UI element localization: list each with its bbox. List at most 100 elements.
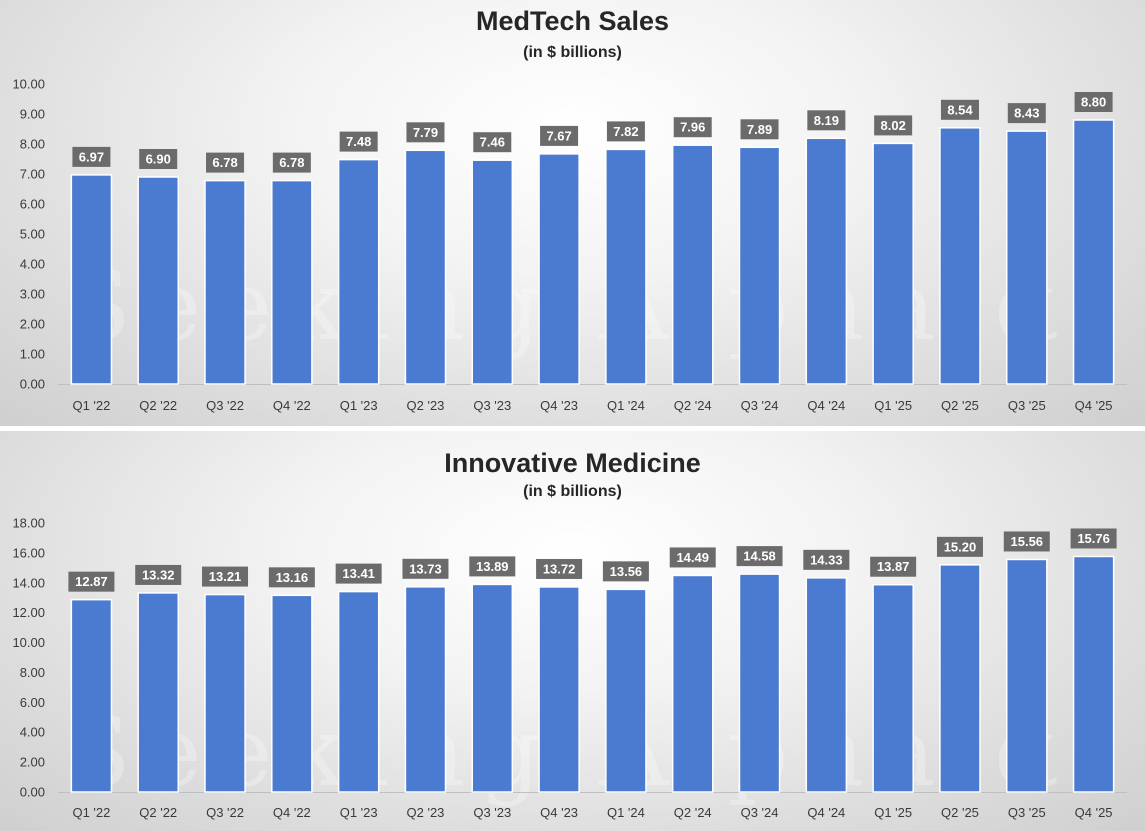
data-label-box xyxy=(669,547,716,568)
bar xyxy=(738,573,781,793)
x-category-label: Q4 '25 xyxy=(1075,398,1113,413)
x-category-label: Q2 '24 xyxy=(674,805,712,820)
data-label: 14.33 xyxy=(810,552,843,567)
data-label-box xyxy=(72,146,111,167)
data-label-box xyxy=(272,152,311,173)
x-category-label: Q3 '23 xyxy=(473,398,511,413)
data-label-box xyxy=(803,549,850,570)
data-label-box xyxy=(1074,92,1113,112)
bar xyxy=(471,159,514,385)
data-label: 13.32 xyxy=(142,567,175,582)
bar xyxy=(404,149,447,385)
x-category-label: Q3 '25 xyxy=(1008,805,1046,820)
y-tick-label: 4.00 xyxy=(20,725,45,740)
data-label: 13.56 xyxy=(610,564,643,579)
y-tick-label: 10.00 xyxy=(12,77,45,92)
data-label: 13.16 xyxy=(276,570,309,585)
x-category-label: Q3 '25 xyxy=(1008,398,1046,413)
data-label: 15.76 xyxy=(1077,531,1110,546)
data-label-box xyxy=(807,110,846,131)
innovative-medicine-chart-panel: Innovative Medicine (in $ billions) Seek… xyxy=(0,431,1145,831)
x-category-label: Q4 '22 xyxy=(273,398,311,413)
y-tick-label: 8.00 xyxy=(20,137,45,152)
bar xyxy=(70,598,113,793)
data-label: 12.87 xyxy=(75,574,108,589)
data-label-box xyxy=(736,546,783,567)
data-label: 13.87 xyxy=(877,559,910,574)
data-label: 7.48 xyxy=(346,134,371,149)
bar xyxy=(70,174,113,385)
chart-title: Innovative Medicine xyxy=(444,448,701,478)
bar xyxy=(404,586,447,793)
medtech-bar-chart: 0.00 1.00 2.00 3.00 4.00 5.00 6.00 7.00 8.00 9.00… xyxy=(12,77,1127,413)
bar xyxy=(471,583,514,793)
data-label: 7.46 xyxy=(480,135,505,150)
x-category-label: Q1 '22 xyxy=(72,398,110,413)
data-label: 14.49 xyxy=(676,550,709,565)
x-category-label: Q1 '25 xyxy=(874,398,912,413)
x-category-label: Q4 '23 xyxy=(540,805,578,820)
x-category-label: Q3 '24 xyxy=(741,398,779,413)
data-label-box xyxy=(740,119,779,140)
data-label: 7.96 xyxy=(680,120,705,135)
y-tick-label: 8.00 xyxy=(20,665,45,680)
bar xyxy=(1072,555,1115,793)
x-category-label: Q1 '23 xyxy=(340,398,378,413)
x-category-label: Q1 '25 xyxy=(874,805,912,820)
x-category-label: Q4 '24 xyxy=(807,805,845,820)
data-label: 13.73 xyxy=(409,561,442,576)
panel-divider xyxy=(0,426,1145,431)
y-tick-label: 1.00 xyxy=(20,347,45,362)
bar xyxy=(538,153,580,385)
y-tick-label: 4.00 xyxy=(20,257,45,272)
x-category-label: Q2 '23 xyxy=(407,398,445,413)
data-label-box xyxy=(1007,103,1046,124)
data-label: 6.78 xyxy=(279,155,304,170)
chart-subtitle: (in $ billions) xyxy=(523,483,622,500)
bar xyxy=(872,583,914,793)
data-label-box xyxy=(602,561,649,582)
bar xyxy=(337,158,380,385)
bar xyxy=(805,577,848,793)
data-label-box xyxy=(1003,531,1050,552)
innovative-medicine-bar-chart: 0.00 2.00 4.00 6.00 8.00 10.00 12.00 14.00 16.00… xyxy=(12,516,1127,820)
x-category-label: Q2 '22 xyxy=(139,805,177,820)
bar xyxy=(271,179,313,385)
bar xyxy=(271,594,313,793)
bar xyxy=(204,593,246,793)
data-label: 8.19 xyxy=(814,113,839,128)
data-label: 15.56 xyxy=(1011,534,1044,549)
data-label: 13.21 xyxy=(209,569,242,584)
data-label: 7.82 xyxy=(613,124,638,139)
bar xyxy=(671,574,714,793)
x-category-label: Q2 '25 xyxy=(941,398,979,413)
bar xyxy=(872,142,914,385)
data-label-box xyxy=(940,99,979,120)
y-tick-label: 14.00 xyxy=(12,575,45,590)
data-label: 6.97 xyxy=(79,149,104,164)
x-category-label: Q1 '24 xyxy=(607,805,645,820)
x-category-label: Q3 '24 xyxy=(741,805,779,820)
data-label-box xyxy=(1070,528,1117,549)
data-label: 8.43 xyxy=(1014,106,1039,121)
data-label: 13.89 xyxy=(476,559,509,574)
data-label: 7.79 xyxy=(413,125,438,140)
bar xyxy=(671,144,714,385)
y-tick-label: 16.00 xyxy=(12,545,45,560)
x-category-label: Q1 '24 xyxy=(607,398,645,413)
data-label: 14.58 xyxy=(743,549,776,564)
y-tick-label: 0.00 xyxy=(20,785,45,800)
data-label-box xyxy=(68,571,115,592)
bar xyxy=(605,588,647,793)
bar xyxy=(337,590,380,793)
data-label-box xyxy=(402,558,449,579)
data-label-box xyxy=(469,556,516,577)
chart-subtitle: (in $ billions) xyxy=(523,44,622,61)
data-label: 8.80 xyxy=(1081,95,1106,110)
medtech-chart-panel: MedTech Sales (in $ billions) Seeking Al… xyxy=(0,0,1145,426)
bar xyxy=(939,564,981,793)
bar xyxy=(137,592,180,793)
x-category-label: Q3 '23 xyxy=(473,805,511,820)
x-category-label: Q1 '23 xyxy=(340,805,378,820)
data-label-box xyxy=(202,566,249,587)
